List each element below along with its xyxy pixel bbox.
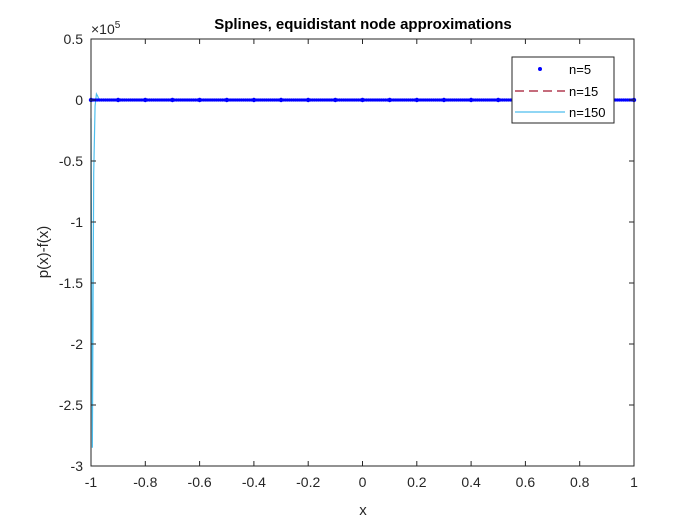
y-exponent-power: 5 xyxy=(115,20,121,31)
legend-marker-n5 xyxy=(538,67,542,71)
series-point-n5 xyxy=(278,97,284,103)
y-ticks: -3 -2.5 -2 -1.5 -1 -0.5 0 0.5 xyxy=(59,31,634,474)
y-tick-label: -3 xyxy=(71,458,84,474)
x-tick-label: -0.8 xyxy=(133,474,157,490)
series-point-n5 xyxy=(143,97,148,103)
y-tick-label: 0 xyxy=(75,92,83,108)
legend-label-n150: n=150 xyxy=(569,105,606,120)
x-tick-label: 0.2 xyxy=(407,474,427,490)
x-tick-label: 0.8 xyxy=(570,474,590,490)
series-point-n5 xyxy=(441,97,447,103)
series-point-n5 xyxy=(468,97,474,103)
x-tick-label: -0.4 xyxy=(242,474,266,490)
y-tick-label: 0.5 xyxy=(64,31,84,47)
x-tick-label: 1 xyxy=(630,474,638,490)
series-point-n5 xyxy=(414,97,419,103)
y-tick-label: -1.5 xyxy=(59,275,83,291)
y-tick-label: -2 xyxy=(71,336,84,352)
legend: n=5 n=15 n=150 xyxy=(511,56,615,124)
x-tick-label: 0.6 xyxy=(516,474,536,490)
x-tick-label: 0.4 xyxy=(461,474,481,490)
x-ticks: -1 -0.8 -0.6 -0.4 -0.2 0 0.2 0.4 0.6 0.8 1 xyxy=(85,39,638,490)
series-point-n5 xyxy=(251,97,257,103)
series-point-n5 xyxy=(224,97,229,103)
y-tick-label: -2.5 xyxy=(59,397,83,413)
y-axis-label: p(x)-f(x) xyxy=(35,226,52,279)
series-point-n5 xyxy=(333,97,338,103)
series-point-n5 xyxy=(197,97,202,103)
series-point-n5 xyxy=(170,97,175,103)
x-axis-label: x xyxy=(359,502,367,519)
series-point-n5 xyxy=(360,97,365,103)
chart-title: Splines, equidistant node approximations xyxy=(214,16,512,33)
x-tick-label: -0.2 xyxy=(296,474,320,490)
series-point-n5 xyxy=(387,97,392,103)
legend-label-n5: n=5 xyxy=(569,62,591,77)
x-tick-label: -1 xyxy=(85,474,98,490)
y-tick-label: -0.5 xyxy=(59,153,83,169)
y-exponent-label: ×105 xyxy=(91,20,121,37)
series-point-n5 xyxy=(306,97,311,103)
legend-label-n15: n=15 xyxy=(569,84,598,99)
y-exponent-base: ×10 xyxy=(91,21,115,37)
series-point-n5 xyxy=(115,97,121,103)
y-tick-label: -1 xyxy=(71,214,84,230)
series-point-n5 xyxy=(496,97,501,103)
x-tick-label: -0.6 xyxy=(188,474,212,490)
x-tick-label: 0 xyxy=(359,474,367,490)
